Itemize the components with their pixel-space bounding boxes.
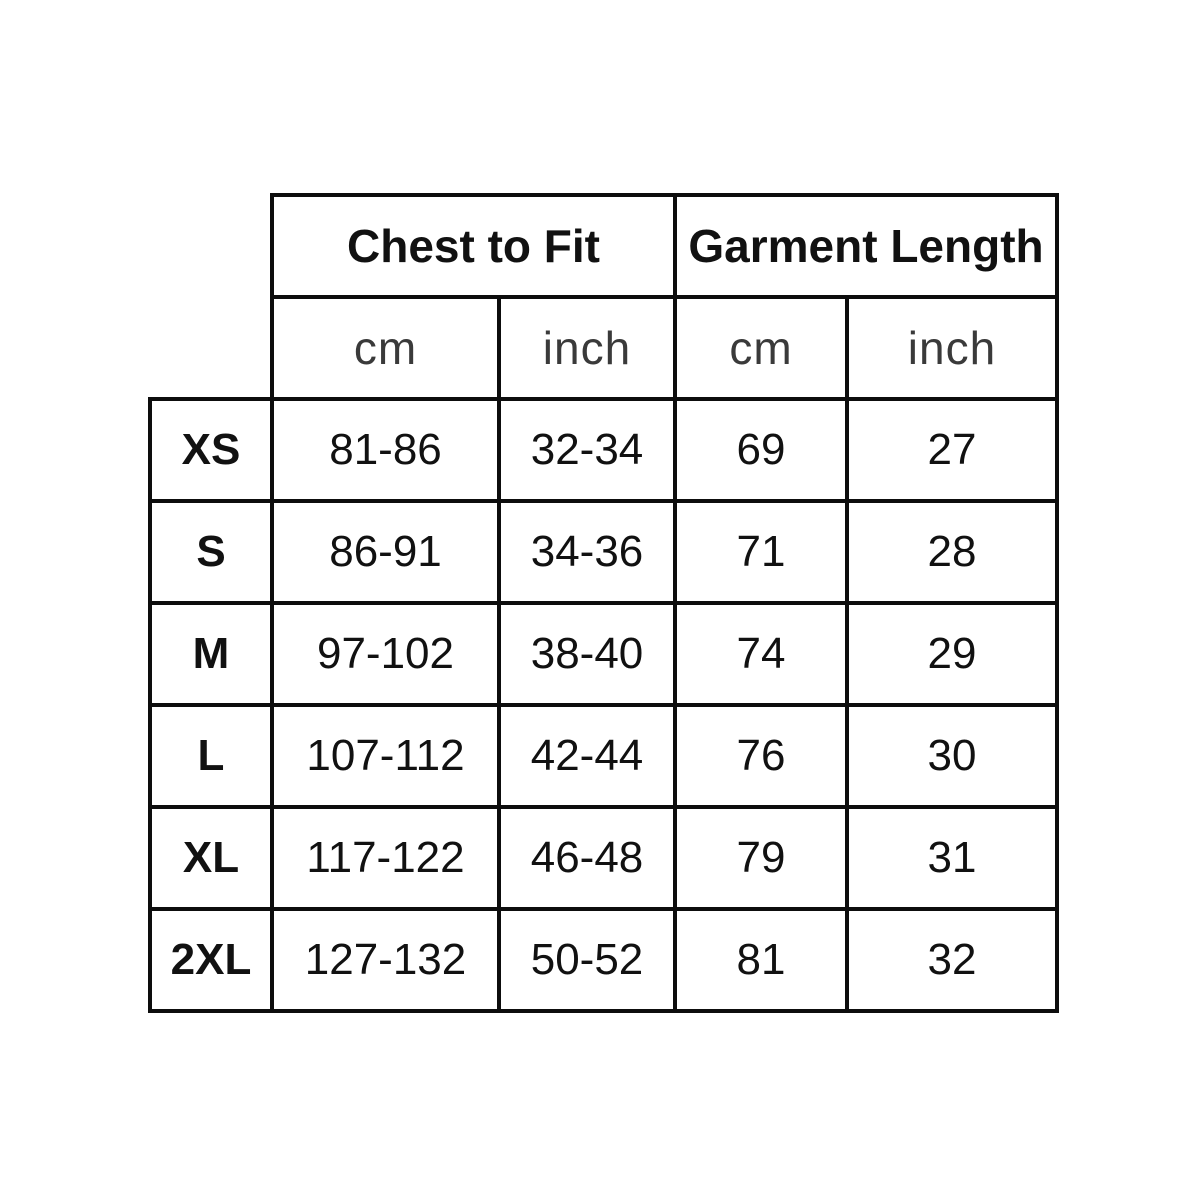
table-row-m: M 97-102 38-40 74 29 [148, 601, 1059, 707]
cell-chest-cm: 86-91 [270, 499, 501, 605]
cell-chest-cm: 117-122 [270, 805, 501, 911]
cell-chest-cm: 127-132 [270, 907, 501, 1013]
cell-garment-cm: 81 [673, 907, 849, 1013]
unit-header-chest-cm: cm [270, 295, 501, 401]
unit-header-row: cm inch cm inch [150, 295, 1059, 401]
cell-chest-inch: 46-48 [497, 805, 677, 911]
size-chart-table: Chest to Fit Garment Length cm inch cm i… [148, 193, 1059, 1013]
cell-chest-inch: 34-36 [497, 499, 677, 605]
cell-garment-inch: 28 [845, 499, 1059, 605]
table-row-2xl: 2XL 127-132 50-52 81 32 [148, 907, 1059, 1013]
cell-chest-inch: 42-44 [497, 703, 677, 809]
blank-corner-cell [150, 297, 272, 399]
size-label: XS [148, 397, 274, 503]
table-row-xs: XS 81-86 32-34 69 27 [148, 397, 1059, 503]
table-row-s: S 86-91 34-36 71 28 [148, 499, 1059, 605]
cell-chest-cm: 81-86 [270, 397, 501, 503]
size-label: XL [148, 805, 274, 911]
cell-garment-inch: 29 [845, 601, 1059, 707]
cell-garment-cm: 79 [673, 805, 849, 911]
cell-garment-cm: 74 [673, 601, 849, 707]
size-label: M [148, 601, 274, 707]
cell-chest-cm: 107-112 [270, 703, 501, 809]
table-row-xl: XL 117-122 46-48 79 31 [148, 805, 1059, 911]
unit-header-chest-inch: inch [497, 295, 677, 401]
cell-garment-inch: 32 [845, 907, 1059, 1013]
cell-garment-inch: 27 [845, 397, 1059, 503]
size-label: L [148, 703, 274, 809]
blank-corner-cell [150, 195, 272, 297]
cell-garment-cm: 69 [673, 397, 849, 503]
unit-header-garment-inch: inch [845, 295, 1059, 401]
cell-garment-inch: 31 [845, 805, 1059, 911]
cell-chest-cm: 97-102 [270, 601, 501, 707]
size-label: 2XL [148, 907, 274, 1013]
cell-chest-inch: 50-52 [497, 907, 677, 1013]
cell-garment-inch: 30 [845, 703, 1059, 809]
column-group-chest-to-fit: Chest to Fit [270, 193, 677, 299]
cell-chest-inch: 38-40 [497, 601, 677, 707]
cell-chest-inch: 32-34 [497, 397, 677, 503]
cell-garment-cm: 71 [673, 499, 849, 605]
column-group-garment-length: Garment Length [673, 193, 1059, 299]
group-header-row: Chest to Fit Garment Length [150, 193, 1059, 299]
cell-garment-cm: 76 [673, 703, 849, 809]
size-label: S [148, 499, 274, 605]
unit-header-garment-cm: cm [673, 295, 849, 401]
table-row-l: L 107-112 42-44 76 30 [148, 703, 1059, 809]
